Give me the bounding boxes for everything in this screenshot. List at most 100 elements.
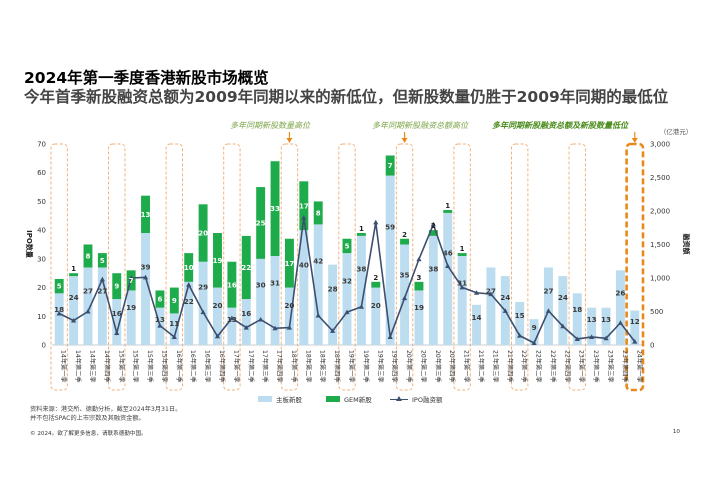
gem-data-label: 8: [86, 253, 91, 261]
main-data-label: 27: [97, 287, 107, 296]
bar-gem: [443, 210, 453, 213]
main-data-label: 27: [486, 287, 496, 296]
footnote-spac: 并不包括SPAC的上市宗数及其融资金额。: [30, 415, 145, 422]
y-right-axis-title: 融资额: [682, 234, 691, 255]
annotation-arrow-head: [631, 138, 638, 143]
main-data-label: 20: [212, 301, 222, 310]
legend-item-gem: GEM新股: [326, 394, 372, 404]
proceeds-point: [330, 328, 336, 333]
proceeds-point: [258, 316, 264, 322]
main-data-label: 20: [371, 301, 381, 310]
x-tick-label: 16年第二季: [189, 350, 197, 383]
bar-gem: [256, 187, 266, 259]
bar-main: [198, 261, 208, 345]
gem-data-label: 7: [388, 162, 393, 170]
x-tick-label: 20年第四季: [448, 350, 456, 383]
proceeds-point: [128, 275, 134, 280]
y-left-axis-title: IPO数量: [25, 230, 34, 258]
main-data-label: 18: [572, 305, 582, 314]
bar-main: [400, 244, 410, 345]
proceeds-point: [301, 215, 307, 220]
proceeds-point: [603, 335, 609, 341]
x-tick-label: 17年第四季: [276, 350, 284, 383]
main-data-label: 12: [630, 317, 640, 326]
highlight-box-6: [395, 143, 414, 391]
x-tick-label: 19年第四季: [391, 350, 399, 383]
x-tick-label: 21年第一季: [463, 350, 471, 383]
x-tick-label: 18年第一季: [290, 350, 298, 383]
gem-data-label: 1: [71, 265, 76, 273]
bar-main: [141, 233, 150, 345]
y-right-tick-label: 500: [650, 308, 663, 316]
proceeds-point: [200, 309, 206, 315]
bar-gem: [184, 253, 194, 282]
y-left-tick-label: 0: [42, 342, 46, 350]
main-data-label: 19: [414, 303, 424, 312]
proceeds-point: [142, 274, 149, 280]
main-data-label: 26: [615, 289, 625, 298]
proceeds-point: [272, 325, 278, 331]
proceeds-point: [315, 312, 321, 318]
gem-data-label: 5: [345, 243, 350, 251]
proceeds-point: [387, 334, 393, 339]
gem-data-label: 5: [57, 283, 62, 291]
y-left-tick-label: 50: [37, 198, 46, 206]
main-data-label: 31: [457, 279, 467, 288]
bar-main: [169, 313, 179, 345]
y-right-tick-label: 2,500: [650, 174, 670, 182]
bar-main: [572, 293, 582, 345]
bar-gem: [457, 253, 467, 256]
x-tick-label: 21年第四季: [506, 350, 514, 383]
proceeds-point: [445, 263, 451, 268]
main-data-label: 16: [241, 309, 251, 318]
bar-gem: [385, 155, 395, 176]
main-data-label: 14: [472, 313, 482, 322]
legend-item-main: 主板新股: [258, 394, 302, 404]
bar-gem: [112, 273, 122, 300]
y-right-tick-label: 1,000: [650, 275, 670, 283]
gem-data-label: 9: [172, 297, 177, 305]
main-data-label: 13: [227, 315, 237, 324]
x-tick-label: 23年第二季: [592, 350, 600, 383]
bar-main: [313, 224, 323, 345]
x-tick-label: 15年第二季: [132, 350, 140, 383]
gem-data-label: 22: [241, 264, 251, 272]
bar-main: [126, 290, 136, 345]
x-tick-label: 21年第二季: [477, 350, 485, 383]
proceeds-point: [632, 339, 638, 344]
x-tick-label: 22年第三季: [549, 350, 557, 383]
bar-main: [356, 235, 366, 345]
main-data-label: 46: [443, 249, 453, 258]
proceeds-point: [531, 340, 537, 345]
highlight-box-0: [50, 143, 68, 391]
proceeds-point: [517, 333, 523, 338]
x-tick-label: 17年第二季: [247, 350, 255, 383]
copyright: © 2024。欲了解更多信息，请联系德勤中国。: [30, 431, 147, 437]
annotation-text: 多年同期新股融资总额高位: [372, 121, 469, 130]
main-data-label: 39: [141, 263, 151, 272]
gem-data-label: 16: [227, 281, 237, 289]
bar-main: [184, 281, 194, 345]
gem-data-label: 1: [445, 202, 450, 210]
x-tick-label: 16年第四季: [218, 350, 226, 383]
y-right-tick-label: 0: [650, 342, 654, 350]
proceeds-point: [401, 295, 408, 301]
x-tick-label: 16年第一季: [175, 350, 183, 383]
legend-label-proceeds: IPO融资额: [412, 396, 443, 404]
gem-data-label: 33: [270, 205, 280, 213]
main-data-label: 9: [532, 323, 537, 332]
bar-gem: [69, 273, 79, 277]
bar-main: [328, 264, 338, 345]
main-data-label: 24: [69, 293, 79, 302]
proceeds-point: [488, 291, 494, 297]
gem-data-label: 2: [373, 274, 378, 282]
y-right-tick-label: 2,000: [650, 208, 670, 216]
x-tick-label: 15年第三季: [146, 350, 154, 383]
gem-data-label: 17: [299, 202, 309, 210]
bar-gem: [400, 238, 410, 245]
main-data-label: 18: [54, 305, 64, 314]
bar-main: [284, 287, 294, 345]
main-data-label: 15: [515, 311, 525, 320]
bar-main: [486, 267, 496, 345]
main-data-label: 27: [543, 287, 553, 296]
